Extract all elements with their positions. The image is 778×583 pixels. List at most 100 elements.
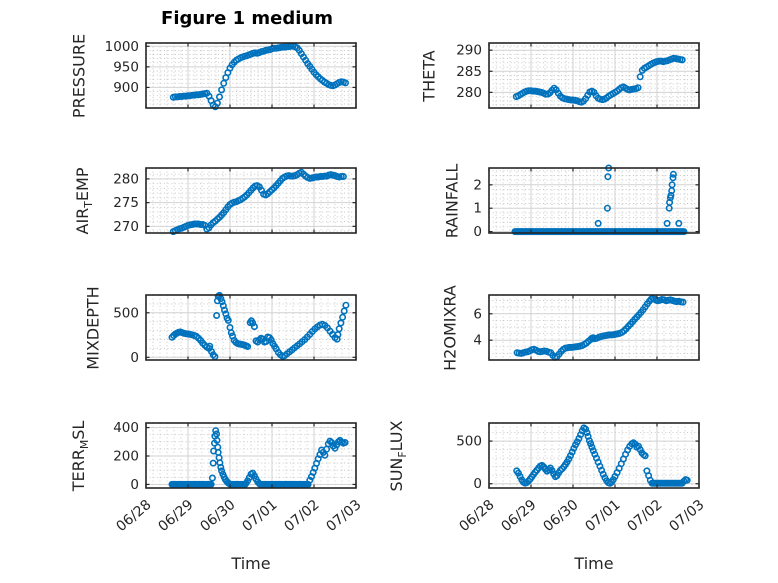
svg-text:06/29: 06/29 (155, 497, 196, 535)
ylabel-text: TERR (68, 448, 88, 491)
ylabel-subscript: T (82, 200, 96, 208)
y-tick-labels: 280 285 290 (456, 43, 482, 101)
svg-text:06/29: 06/29 (498, 497, 539, 535)
axes-frame (488, 167, 700, 234)
series-h2omixra (513, 294, 687, 361)
svg-text:07/03: 07/03 (323, 497, 364, 535)
ylabel-text: AIR (72, 207, 92, 234)
series-theta (512, 54, 686, 106)
y-axis-label-sun-flux: SUNFLUX (387, 420, 409, 491)
ylabel-text: THETA (419, 49, 439, 102)
ylabel-text: RAINFALL (442, 163, 462, 238)
axes-frame (488, 294, 700, 361)
y-axis-label-air-temp: AIRTEMP (73, 167, 95, 234)
series-mixdepth (168, 291, 350, 361)
ylabel-text: SUN (386, 457, 406, 491)
ylabel-text: MIXDEPTH (83, 285, 103, 370)
ylabel-text: LUX (386, 420, 406, 451)
tick-marks (488, 423, 700, 488)
svg-text:200: 200 (113, 449, 139, 465)
y-axis-label-terr-msl: TERRMSL (69, 420, 91, 491)
x-axis-label-right: Time (574, 554, 614, 573)
svg-text:0: 0 (130, 477, 139, 493)
axes-frame (145, 167, 357, 234)
svg-text:2: 2 (473, 177, 482, 193)
svg-text:950: 950 (113, 59, 139, 75)
figure-title: Figure 1 medium (161, 8, 333, 29)
tick-marks (145, 423, 357, 488)
svg-text:06/28: 06/28 (456, 497, 497, 535)
series-rainfall (511, 164, 688, 236)
x-tick-labels: 06/28 06/29 06/30 07/01 07/02 07/03 (456, 497, 707, 535)
svg-text:500: 500 (456, 434, 482, 450)
axes-frame (488, 42, 700, 109)
svg-text:280: 280 (113, 171, 139, 187)
minor-grid (489, 168, 699, 233)
svg-text:07/02: 07/02 (624, 497, 665, 535)
y-axis-label-h2omixra: H2OMIXRA (441, 285, 460, 371)
axes-frame (145, 42, 357, 109)
svg-text:400: 400 (113, 420, 139, 436)
y-axis-label-pressure: PRESSURE (70, 33, 89, 117)
axes-frame (145, 294, 357, 361)
svg-text:290: 290 (456, 43, 482, 59)
subplot-mixdepth: 0 500 (113, 291, 357, 366)
series-pressure (169, 42, 349, 111)
y-tick-labels: 0 500 (456, 434, 482, 493)
ylabel-text: H2OMIXRA (440, 284, 460, 371)
svg-text:275: 275 (113, 195, 139, 211)
svg-text:0: 0 (473, 224, 482, 240)
svg-text:06/30: 06/30 (197, 497, 238, 535)
y-axis-label-theta: THETA (420, 50, 439, 101)
x-axis-label-left: Time (231, 554, 271, 573)
x-tick-labels: 06/28 06/29 06/30 07/01 07/02 07/03 (113, 497, 364, 535)
series-terr_msl (168, 427, 349, 488)
subplot-h2omixra: 46 (473, 294, 700, 361)
series-air_temp (169, 168, 347, 236)
tick-marks (488, 43, 700, 108)
ylabel-subscript: F (396, 450, 410, 458)
y-tick-labels: 270 275 280 (113, 171, 139, 235)
tick-marks (488, 168, 700, 233)
svg-text:270: 270 (113, 219, 139, 235)
svg-text:285: 285 (456, 64, 482, 80)
svg-text:4: 4 (473, 333, 482, 349)
tick-marks (488, 295, 700, 360)
subplot-sun_flux: 0 500 06/28 06/29 06/30 07/01 07/02 07/03 (456, 422, 708, 535)
tick-marks (145, 295, 357, 360)
ylabel-text: EMP (72, 167, 92, 201)
svg-text:6: 6 (473, 306, 482, 322)
y-tick-labels: 0 1 2 (473, 177, 482, 240)
y-tick-labels: 46 (473, 306, 482, 348)
svg-text:06/28: 06/28 (113, 497, 154, 535)
svg-text:07/01: 07/01 (582, 497, 623, 535)
svg-text:900: 900 (113, 80, 139, 96)
axes-frame (488, 422, 700, 489)
svg-text:280: 280 (456, 85, 482, 101)
svg-text:1000: 1000 (105, 39, 139, 55)
ylabel-subscript: M (78, 439, 92, 449)
y-axis-label-mixdepth: MIXDEPTH (84, 286, 103, 369)
ylabel-text: PRESSURE (69, 33, 89, 118)
subplot-rainfall: 0 1 2 (473, 164, 700, 240)
svg-text:1: 1 (473, 201, 482, 217)
y-tick-labels: 900 950 1000 (105, 39, 139, 96)
tick-marks (145, 168, 357, 233)
svg-text:0: 0 (130, 350, 139, 366)
y-axis-label-rainfall: RAINFALL (443, 163, 462, 238)
subplot-terr_msl: 0 200 400 06/28 06/29 06/30 07/01 07/02 07/03 (113, 420, 364, 535)
ylabel-text: SL (68, 420, 88, 440)
svg-text:07/02: 07/02 (281, 497, 322, 535)
svg-text:500: 500 (113, 305, 139, 321)
svg-text:06/30: 06/30 (540, 497, 581, 535)
y-tick-labels: 0 200 400 (113, 420, 139, 493)
subplot-air_temp: 270 275 280 (113, 167, 357, 236)
svg-text:07/03: 07/03 (666, 497, 707, 535)
subplot-theta: 280 285 290 (456, 42, 700, 109)
tick-marks (145, 43, 357, 108)
series-sun_flux (513, 424, 691, 487)
svg-text:0: 0 (473, 476, 482, 492)
svg-text:07/01: 07/01 (239, 497, 280, 535)
